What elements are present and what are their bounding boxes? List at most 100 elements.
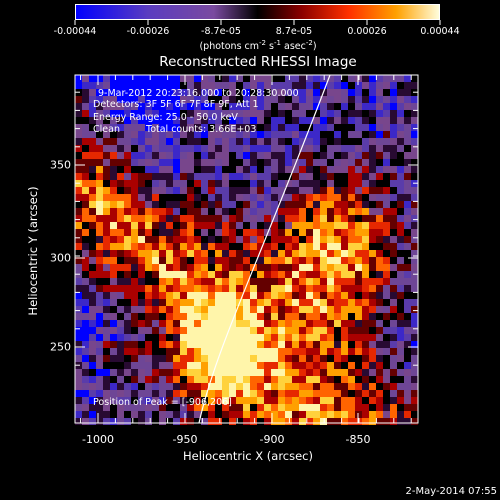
image-pixel [257, 376, 264, 383]
image-pixel [278, 411, 285, 418]
image-pixel [250, 390, 257, 397]
image-pixel [201, 383, 208, 390]
image-pixel [404, 194, 411, 201]
image-pixel [166, 201, 173, 208]
image-pixel [166, 369, 173, 376]
detectors-text: Detectors: 3F 5F 6F 7F 8F 9F, Att 1 [93, 99, 259, 110]
image-pixel [285, 173, 292, 180]
image-pixel [236, 208, 243, 215]
image-pixel [103, 89, 110, 96]
image-pixel [159, 173, 166, 180]
image-pixel [404, 110, 411, 117]
image-pixel [285, 376, 292, 383]
image-pixel [173, 404, 180, 411]
image-pixel [117, 411, 124, 418]
image-pixel [194, 110, 201, 117]
image-pixel [82, 124, 89, 131]
image-pixel [278, 138, 285, 145]
image-pixel [110, 327, 117, 334]
image-pixel [96, 194, 103, 201]
image-pixel [82, 138, 89, 145]
image-pixel [271, 418, 278, 425]
image-pixel [348, 152, 355, 159]
image-pixel [159, 411, 166, 418]
image-pixel [299, 383, 306, 390]
image-pixel [271, 355, 278, 362]
image-pixel [397, 75, 404, 82]
image-pixel [404, 397, 411, 404]
image-pixel [383, 327, 390, 334]
image-pixel [194, 411, 201, 418]
image-pixel [362, 278, 369, 285]
image-pixel [285, 264, 292, 271]
image-pixel [124, 166, 131, 173]
image-pixel [250, 236, 257, 243]
image-pixel [201, 355, 208, 362]
image-pixel [194, 89, 201, 96]
image-pixel [257, 124, 264, 131]
colorbar-unit: (photons cm-2 s-1 asec-2) [199, 39, 317, 53]
image-pixel [103, 390, 110, 397]
image-pixel [103, 215, 110, 222]
image-pixel [390, 250, 397, 257]
image-pixel [117, 110, 124, 117]
image-pixel [173, 110, 180, 117]
image-pixel [103, 355, 110, 362]
image-pixel [355, 96, 362, 103]
image-pixel [208, 271, 215, 278]
image-pixel [243, 418, 250, 425]
image-pixel [362, 320, 369, 327]
image-pixel [159, 418, 166, 425]
image-pixel [327, 334, 334, 341]
image-pixel [411, 110, 418, 117]
image-pixel [82, 348, 89, 355]
image-pixel [110, 299, 117, 306]
image-pixel [404, 411, 411, 418]
image-pixel [145, 292, 152, 299]
image-pixel [222, 383, 229, 390]
image-pixel [334, 194, 341, 201]
image-pixel [355, 327, 362, 334]
image-pixel [271, 327, 278, 334]
image-pixel [348, 82, 355, 89]
image-pixel [327, 236, 334, 243]
image-pixel [411, 103, 418, 110]
image-pixel [327, 320, 334, 327]
image-pixel [250, 397, 257, 404]
image-pixel [243, 327, 250, 334]
image-pixel [82, 264, 89, 271]
image-pixel [271, 348, 278, 355]
total-counts-text: Total counts: 3.66E+03 [146, 124, 257, 135]
image-pixel [82, 404, 89, 411]
image-pixel [173, 299, 180, 306]
image-pixel [82, 201, 89, 208]
image-pixel [215, 201, 222, 208]
image-pixel [110, 285, 117, 292]
image-pixel [208, 89, 215, 96]
image-pixel [194, 271, 201, 278]
image-pixel [229, 376, 236, 383]
image-pixel [306, 292, 313, 299]
colorbar-tick-label: 0.00026 [347, 26, 387, 37]
image-pixel [201, 236, 208, 243]
image-pixel [103, 131, 110, 138]
image-pixel [187, 306, 194, 313]
image-pixel [383, 208, 390, 215]
image-pixel [187, 355, 194, 362]
image-pixel [376, 110, 383, 117]
image-pixel [348, 201, 355, 208]
image-pixel [257, 341, 264, 348]
image-pixel [355, 124, 362, 131]
image-pixel [355, 131, 362, 138]
image-pixel [187, 222, 194, 229]
image-pixel [313, 369, 320, 376]
image-pixel [208, 404, 215, 411]
image-pixel [187, 229, 194, 236]
image-pixel [404, 257, 411, 264]
image-pixel [404, 152, 411, 159]
image-pixel [362, 89, 369, 96]
image-pixel [411, 299, 418, 306]
image-pixel [327, 96, 334, 103]
image-pixel [257, 236, 264, 243]
image-pixel [390, 271, 397, 278]
